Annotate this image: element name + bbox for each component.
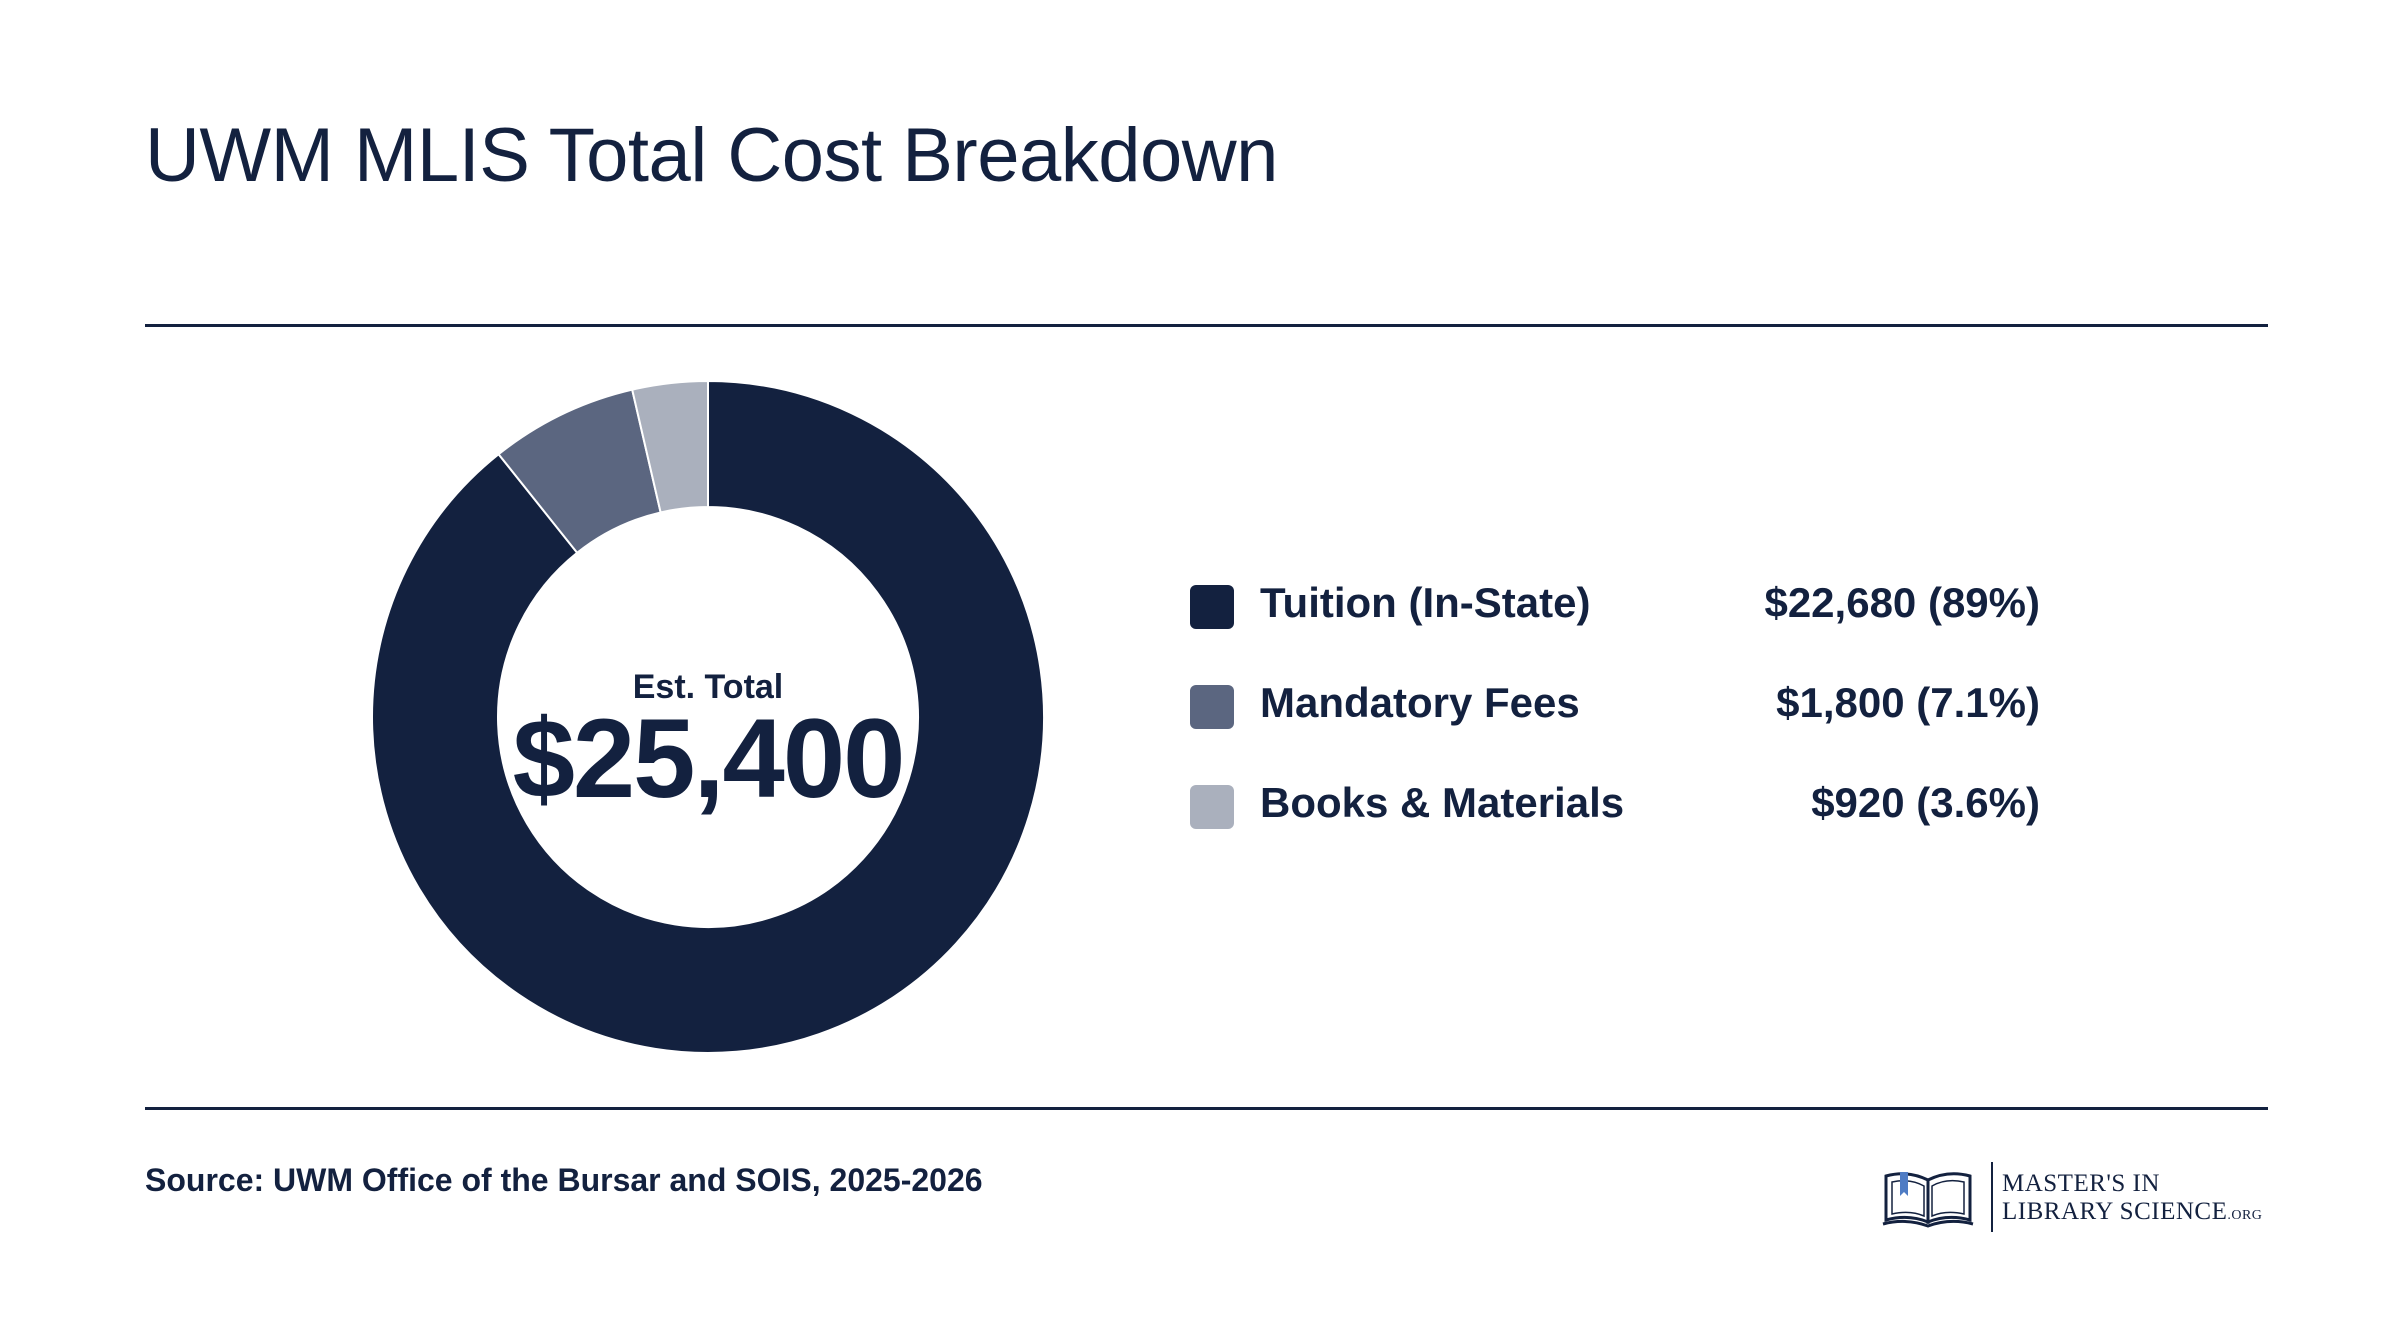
chart-title: UWM MLIS Total Cost Breakdown (145, 113, 1278, 198)
donut-chart (372, 381, 1044, 1053)
legend-swatch (1190, 785, 1234, 829)
donut-slice-books-materials (630, 381, 709, 514)
logo-line-2-main: LIBRARY SCIENCE (2002, 1198, 2228, 1225)
legend-item-mandatory-fees: Mandatory Fees $1,800 (7.1%) (1190, 675, 2040, 775)
logo-line-2: LIBRARY SCIENCE.ORG (2002, 1198, 2262, 1230)
site-logo: MASTER'S IN LIBRARY SCIENCE.ORG (1882, 1160, 2272, 1236)
donut-slice-tuition-in-state (372, 381, 1044, 1053)
center-caption: Est. Total (632, 668, 784, 706)
legend-swatch (1190, 585, 1234, 629)
center-total: $25,400 (512, 696, 906, 821)
legend-item-tuition: Tuition (In-State) $22,680 (89%) (1190, 575, 2040, 675)
open-book-icon (1882, 1172, 1974, 1228)
legend-item-books-materials: Books & Materials $920 (3.6%) (1190, 775, 2040, 875)
legend-value: $920 (3.6%) (1811, 779, 2040, 826)
legend-swatch (1190, 685, 1234, 729)
logo-wordmark: MASTER'S IN LIBRARY SCIENCE.ORG (2002, 1170, 2262, 1230)
legend-label: Mandatory Fees (1260, 679, 1580, 726)
legend: Tuition (In-State) $22,680 (89%) Mandato… (1190, 575, 2040, 875)
source-note: Source: UWM Office of the Bursar and SOI… (145, 1162, 983, 1198)
bottom-divider (145, 1107, 2268, 1110)
legend-label: Tuition (In-State) (1260, 579, 1591, 626)
legend-value: $1,800 (7.1%) (1776, 679, 2040, 726)
legend-label: Books & Materials (1260, 779, 1625, 826)
logo-line-2-suffix: .ORG (2227, 1208, 2263, 1223)
top-divider (145, 324, 2268, 327)
logo-line-1: MASTER'S IN (2002, 1170, 2160, 1197)
logo-divider (1991, 1162, 1993, 1232)
legend-value: $22,680 (89%) (1764, 579, 2040, 626)
